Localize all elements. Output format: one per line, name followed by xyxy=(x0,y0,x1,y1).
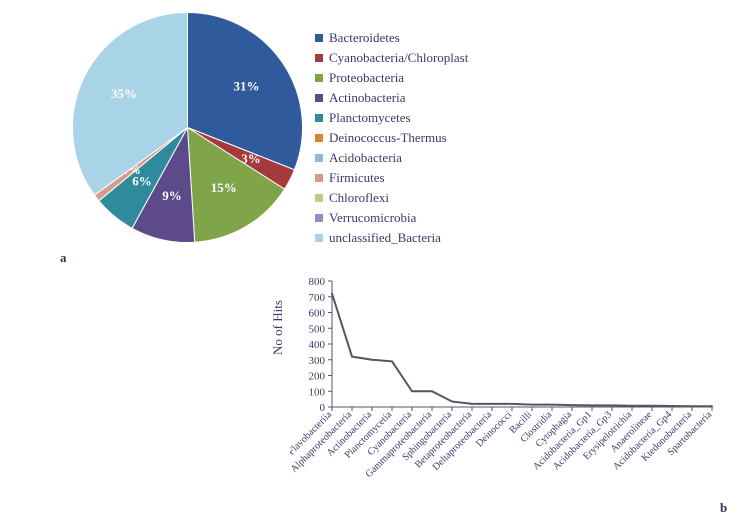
legend-swatch xyxy=(315,74,323,82)
y-tick-label: 400 xyxy=(309,339,326,351)
legend-swatch xyxy=(315,194,323,202)
legend-label: Chloroflexi xyxy=(329,190,389,206)
legend-item: unclassified_Bacteria xyxy=(315,230,468,246)
legend-swatch xyxy=(315,34,323,42)
y-tick-label: 300 xyxy=(309,355,326,367)
legend-item: Deinococcus-Thermus xyxy=(315,130,468,146)
legend-swatch xyxy=(315,54,323,62)
legend-label: Bacteroidetes xyxy=(329,30,400,46)
legend-label: Acidobacteria xyxy=(329,150,402,166)
legend-swatch xyxy=(315,214,323,222)
pie-svg: 31%3%15%9%6%1%35% xyxy=(70,10,305,245)
pie-legend: Bacteroidetes Cyanobacteria/Chloroplast Pr… xyxy=(315,30,468,250)
legend-label: Cyanobacteria/Chloroplast xyxy=(329,50,468,66)
legend-swatch xyxy=(315,134,323,142)
legend-item: Firmicutes xyxy=(315,170,468,186)
legend-item: Actinobacteria xyxy=(315,90,468,106)
legend-item: Proteobacteria xyxy=(315,70,468,86)
line-series xyxy=(332,294,712,407)
y-tick-label: 200 xyxy=(309,371,326,383)
legend-label: Deinococcus-Thermus xyxy=(329,130,447,146)
legend-item: Chloroflexi xyxy=(315,190,468,206)
legend-swatch xyxy=(315,234,323,242)
line-chart: No of Hits 0100200300400500600700800Flav… xyxy=(290,275,720,505)
legend-label: Firmicutes xyxy=(329,170,385,186)
line-svg: 0100200300400500600700800FlavobacteriiaA… xyxy=(290,275,720,505)
panel-label-a: a xyxy=(60,250,67,266)
legend-swatch xyxy=(315,114,323,122)
legend-item: Planctomycetes xyxy=(315,110,468,126)
legend-item: Bacteroidetes xyxy=(315,30,468,46)
legend-label: Proteobacteria xyxy=(329,70,404,86)
legend-item: Acidobacteria xyxy=(315,150,468,166)
legend-swatch xyxy=(315,94,323,102)
pie-slice-label: 35% xyxy=(111,86,137,101)
line-ylabel: No of Hits xyxy=(270,300,286,355)
panel-label-b: b xyxy=(720,500,727,516)
pie-slice-label: 31% xyxy=(233,78,259,93)
y-tick-label: 600 xyxy=(309,308,326,320)
y-tick-label: 500 xyxy=(309,323,326,335)
pie-slice-label: 15% xyxy=(211,180,237,195)
legend-label: Actinobacteria xyxy=(329,90,406,106)
legend-label: Planctomycetes xyxy=(329,110,411,126)
y-tick-label: 800 xyxy=(309,276,326,288)
y-tick-label: 100 xyxy=(309,386,326,398)
pie-chart: 31%3%15%9%6%1%35% xyxy=(70,10,305,245)
legend-label: Verrucomicrobia xyxy=(329,210,416,226)
pie-slice-label: 9% xyxy=(162,188,182,203)
legend-item: Cyanobacteria/Chloroplast xyxy=(315,50,468,66)
legend-item: Verrucomicrobia xyxy=(315,210,468,226)
legend-label: unclassified_Bacteria xyxy=(329,230,441,246)
figure-root: 31%3%15%9%6%1%35% a b BacteroidetesCyano… xyxy=(0,0,739,517)
legend-swatch xyxy=(315,174,323,182)
legend-swatch xyxy=(315,154,323,162)
y-tick-label: 700 xyxy=(309,292,326,304)
